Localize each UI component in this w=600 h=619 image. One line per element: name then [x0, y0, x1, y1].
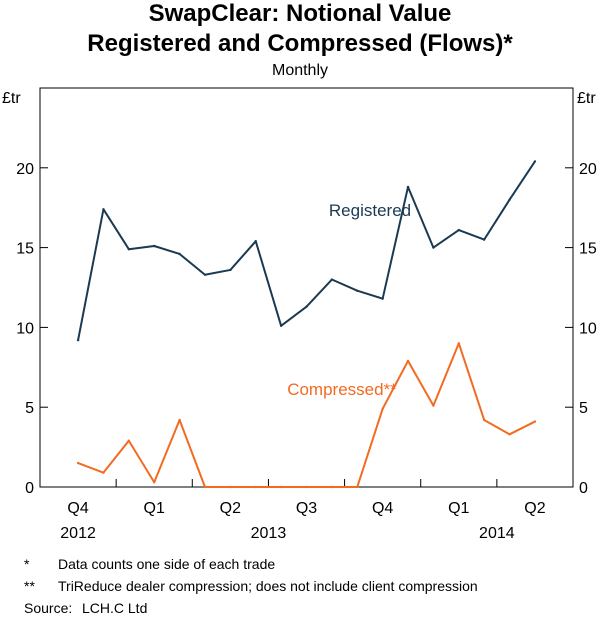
- chart-subtitle: Monthly: [271, 62, 329, 79]
- source-text: LCH.C Ltd: [82, 600, 148, 616]
- data-point-registered: [76, 338, 80, 342]
- data-point-registered: [178, 252, 181, 256]
- y-tick-label-left: 0: [25, 480, 34, 497]
- x-quarter-label: Q4: [67, 500, 88, 517]
- y-tick-label-right: 5: [579, 400, 588, 417]
- data-point-compressed: [305, 485, 308, 489]
- data-point-compressed: [254, 485, 257, 489]
- y-unit-left: £tr: [2, 90, 21, 107]
- data-point-registered: [229, 268, 232, 272]
- y-tick-label-right: 0: [579, 480, 588, 497]
- x-year-label: 2014: [479, 525, 515, 542]
- series-label-registered: Registered: [329, 201, 411, 220]
- y-tick-label-left: 20: [16, 161, 34, 178]
- data-point-compressed: [482, 418, 486, 422]
- data-point-compressed: [178, 418, 181, 422]
- data-point-compressed: [406, 359, 410, 363]
- footnote-2: ** TriReduce dealer compression; does no…: [24, 575, 478, 597]
- data-point-compressed: [356, 485, 359, 489]
- data-point-compressed: [279, 485, 283, 489]
- data-point-compressed: [432, 404, 435, 407]
- footnote-1-text: Data counts one side of each trade: [58, 556, 276, 572]
- chart-title-line1: SwapClear: Notional Value: [148, 0, 452, 27]
- data-point-registered: [482, 238, 486, 241]
- x-quarter-label: Q1: [448, 500, 469, 517]
- footnote-2-text: TriReduce dealer compression; does not i…: [58, 578, 478, 594]
- y-unit-right: £tr: [577, 90, 596, 107]
- data-point-registered: [381, 297, 384, 300]
- footnote-1: * Data counts one side of each trade: [24, 553, 478, 575]
- x-quarter-label: Q4: [372, 500, 393, 517]
- x-quarter-label: Q2: [524, 500, 545, 517]
- data-point-registered: [356, 289, 359, 292]
- chart-title-line2: Registered and Compressed (Flows)*: [87, 30, 513, 57]
- data-point-registered: [330, 278, 334, 281]
- data-point-compressed: [229, 485, 232, 489]
- data-point-compressed: [127, 439, 131, 442]
- plot-frame: [39, 87, 574, 488]
- data-point-compressed: [330, 485, 334, 489]
- data-point-compressed: [381, 407, 384, 410]
- data-point-registered: [508, 198, 511, 201]
- data-point-registered: [432, 246, 435, 249]
- data-point-compressed: [102, 471, 105, 474]
- x-quarter-label: Q2: [220, 500, 241, 517]
- y-tick-label-left: 15: [16, 241, 34, 258]
- footnote-1-mark: *: [24, 556, 30, 572]
- data-point-compressed: [457, 342, 460, 345]
- y-tick-label-left: 10: [16, 320, 34, 337]
- series-line-compressed: [77, 342, 536, 488]
- source-line: Source: LCH.C Ltd: [24, 597, 478, 619]
- x-year-label: 2012: [60, 525, 96, 542]
- x-quarter-label: Q3: [296, 500, 317, 517]
- x-year-label: 2013: [251, 525, 287, 542]
- footnote-2-mark: **: [24, 578, 35, 594]
- y-tick-label-left: 5: [25, 400, 34, 417]
- data-point-registered: [406, 185, 410, 189]
- data-point-registered: [127, 247, 131, 251]
- data-point-registered: [457, 228, 460, 232]
- data-point-registered: [153, 244, 156, 248]
- data-point-compressed: [153, 481, 156, 484]
- y-tick-label-right: 15: [579, 241, 597, 258]
- data-point-compressed: [203, 485, 207, 489]
- y-tick-label-right: 20: [579, 161, 597, 178]
- data-point-compressed: [76, 461, 80, 465]
- y-tick-label-right: 10: [579, 320, 597, 337]
- data-point-registered: [305, 305, 308, 308]
- data-point-compressed: [508, 433, 511, 436]
- x-quarter-label: Q1: [144, 500, 165, 517]
- footnotes: * Data counts one side of each trade ** …: [24, 553, 478, 619]
- data-point-registered: [279, 324, 283, 328]
- data-point-compressed: [533, 420, 537, 423]
- data-point-registered: [254, 240, 257, 243]
- source-label: Source:: [24, 600, 73, 616]
- data-point-registered: [102, 208, 105, 211]
- series-label-compressed: Compressed**: [287, 380, 397, 399]
- data-point-registered: [533, 160, 537, 163]
- series-line-registered: [77, 160, 536, 341]
- data-point-registered: [203, 273, 207, 276]
